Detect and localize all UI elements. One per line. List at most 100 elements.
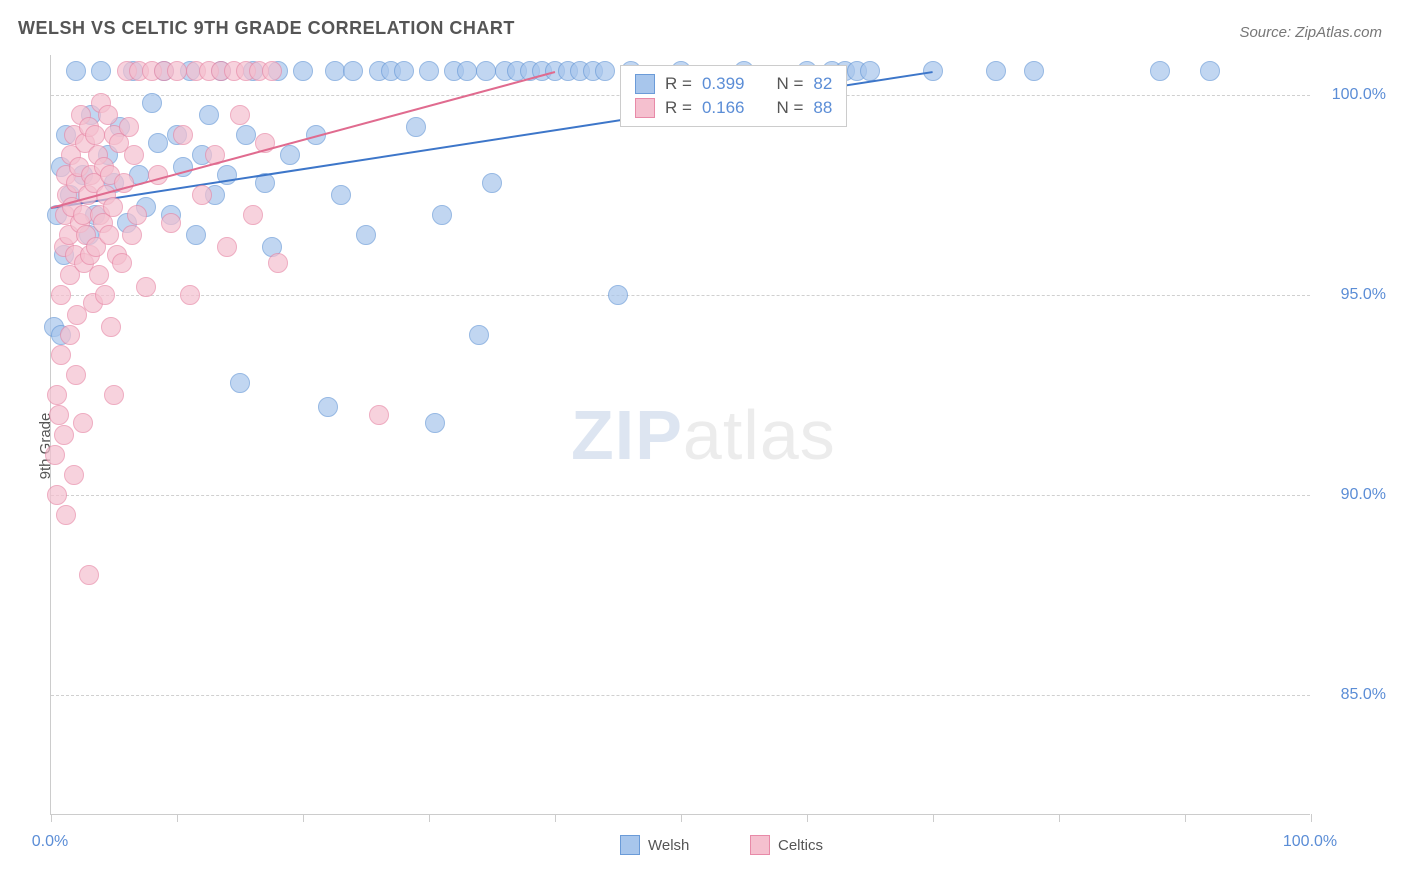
welsh-point <box>331 185 351 205</box>
watermark: ZIPatlas <box>571 395 836 475</box>
welsh-point <box>236 125 256 145</box>
welsh-point <box>91 61 111 81</box>
source-label: Source: ZipAtlas.com <box>1239 24 1382 41</box>
celtics-point <box>136 277 156 297</box>
celtics-point <box>103 197 123 217</box>
watermark-atlas: atlas <box>683 396 836 474</box>
ytick-label: 90.0% <box>1341 486 1386 504</box>
celtics-point <box>73 413 93 433</box>
welsh-point <box>394 61 414 81</box>
r-label: R = <box>665 98 692 118</box>
celtics-point <box>89 265 109 285</box>
celtics-point <box>262 61 282 81</box>
celtics-point <box>51 345 71 365</box>
chart-title: WELSH VS CELTIC 9TH GRADE CORRELATION CH… <box>18 18 515 39</box>
celtics-point <box>98 105 118 125</box>
welsh-swatch <box>635 74 655 94</box>
welsh-point <box>66 61 86 81</box>
celtics-point <box>119 117 139 137</box>
celtics-point <box>192 185 212 205</box>
gridline <box>51 495 1310 496</box>
legend-welsh: Welsh <box>620 835 689 855</box>
welsh-point <box>432 205 452 225</box>
watermark-zip: ZIP <box>571 396 683 474</box>
xtick <box>1311 814 1312 822</box>
welsh-point <box>142 93 162 113</box>
legend-row-celtics: R = 0.166 N = 88 <box>635 96 832 120</box>
n-value-welsh: 82 <box>813 74 832 94</box>
xtick <box>303 814 304 822</box>
xtick <box>1185 814 1186 822</box>
celtics-point <box>60 325 80 345</box>
celtics-point <box>217 237 237 257</box>
welsh-point <box>293 61 313 81</box>
xtick <box>681 814 682 822</box>
scatter-plot-area: ZIPatlas <box>50 55 1310 815</box>
xtick-label: 100.0% <box>1283 833 1337 851</box>
legend-row-welsh: R = 0.399 N = 82 <box>635 72 832 96</box>
celtics-point <box>167 61 187 81</box>
welsh-point <box>1150 61 1170 81</box>
welsh-point <box>986 61 1006 81</box>
celtics-point <box>64 465 84 485</box>
xtick <box>177 814 178 822</box>
welsh-point <box>425 413 445 433</box>
celtics-point <box>173 125 193 145</box>
celtics-point <box>101 317 121 337</box>
celtics-point <box>56 505 76 525</box>
celtics-point <box>47 385 67 405</box>
n-label: N = <box>776 98 803 118</box>
xtick <box>1059 814 1060 822</box>
welsh-point <box>482 173 502 193</box>
celtics-point <box>127 205 147 225</box>
celtics-point <box>161 213 181 233</box>
gridline <box>51 295 1310 296</box>
welsh-point <box>356 225 376 245</box>
celtics-point <box>54 425 74 445</box>
welsh-point <box>419 61 439 81</box>
welsh-point <box>343 61 363 81</box>
welsh-swatch <box>620 835 640 855</box>
welsh-point <box>406 117 426 137</box>
celtics-point <box>47 485 67 505</box>
welsh-point <box>199 105 219 125</box>
xtick <box>555 814 556 822</box>
celtics-point <box>124 145 144 165</box>
welsh-point <box>1024 61 1044 81</box>
celtics-point <box>104 385 124 405</box>
ytick-label: 85.0% <box>1341 686 1386 704</box>
celtics-point <box>79 565 99 585</box>
xtick-label: 0.0% <box>32 833 68 851</box>
legend-celtics: Celtics <box>750 835 823 855</box>
r-label: R = <box>665 74 692 94</box>
celtics-swatch <box>750 835 770 855</box>
n-value-celtics: 88 <box>813 98 832 118</box>
correlation-legend: R = 0.399 N = 82 R = 0.166 N = 88 <box>620 65 847 127</box>
n-label: N = <box>776 74 803 94</box>
celtics-point <box>51 285 71 305</box>
celtics-point <box>112 253 132 273</box>
welsh-point <box>318 397 338 417</box>
xtick <box>933 814 934 822</box>
xtick <box>807 814 808 822</box>
welsh-point <box>595 61 615 81</box>
r-value-celtics: 0.166 <box>702 98 745 118</box>
legend-celtics-label: Celtics <box>778 837 823 854</box>
celtics-point <box>369 405 389 425</box>
welsh-point <box>325 61 345 81</box>
welsh-point <box>457 61 477 81</box>
ytick-label: 100.0% <box>1332 86 1386 104</box>
welsh-point <box>608 285 628 305</box>
gridline <box>51 695 1310 696</box>
celtics-point <box>243 205 263 225</box>
welsh-point <box>186 225 206 245</box>
welsh-point <box>476 61 496 81</box>
welsh-point <box>280 145 300 165</box>
welsh-point <box>860 61 880 81</box>
celtics-point <box>95 285 115 305</box>
celtics-point <box>49 405 69 425</box>
celtics-point <box>230 105 250 125</box>
legend-welsh-label: Welsh <box>648 837 689 854</box>
celtics-point <box>45 445 65 465</box>
celtics-point <box>268 253 288 273</box>
